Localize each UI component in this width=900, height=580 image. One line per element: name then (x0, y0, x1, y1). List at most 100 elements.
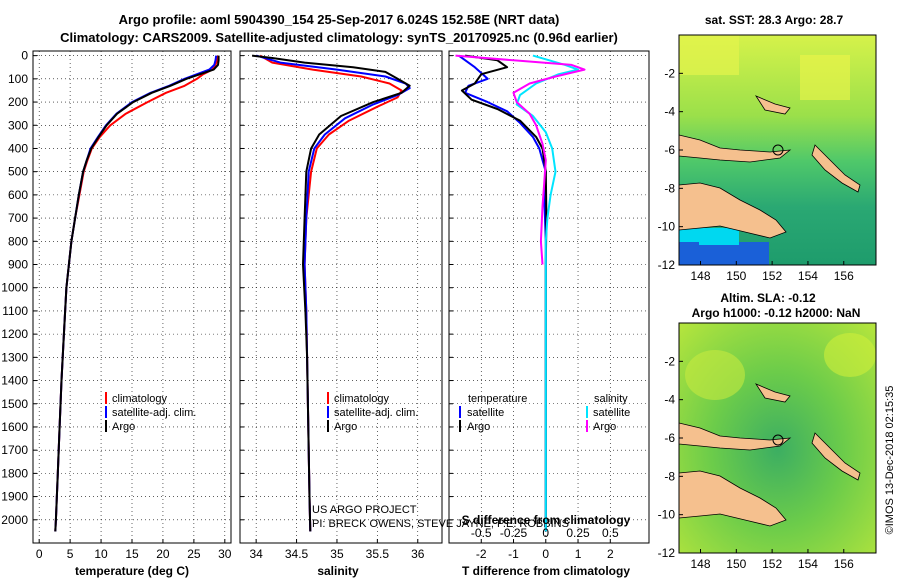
sal-legend-argo: Argo (334, 421, 357, 433)
x-tick-label: 34.5 (285, 547, 309, 561)
lat-tick-label: -8 (664, 181, 675, 195)
temperature-panel: 0100200300400500600700800900100011001200… (1, 49, 232, 578)
temperature-lines (54, 55, 220, 532)
s-diff-tick-label: -0.5 (471, 526, 492, 540)
sla-map-field (679, 323, 876, 553)
sst-argo-marker (772, 144, 784, 156)
x-tick-label: 5 (67, 547, 74, 561)
difference-s-tick-labels: -0.5 -0.25 0 0.25 0.5 (471, 526, 619, 540)
diff-legend-s-argo: Argo (593, 421, 616, 433)
depth-tick-label: 1100 (2, 304, 28, 318)
lon-tick-label: 156 (834, 269, 854, 283)
depth-tick-label: 700 (8, 211, 28, 225)
x-tick-label: 35 (330, 547, 344, 561)
lat-tick-label: -4 (664, 105, 675, 119)
x-tick-label: 30 (218, 547, 232, 561)
x-tick-label: -1 (508, 547, 519, 561)
series-climatology (259, 54, 403, 532)
x-tick-label: 15 (125, 547, 139, 561)
s-diff-tick-label: 0.5 (602, 526, 619, 540)
lon-tick-label: 154 (798, 269, 818, 283)
lon-tick-label: 152 (762, 557, 782, 571)
salinity-legend: climatology satellite-adj. clim. Argo (327, 392, 418, 433)
lat-tick-label: -6 (664, 143, 675, 157)
x-tick-label: 1 (575, 547, 582, 561)
depth-tick-label: 1400 (1, 374, 28, 388)
sst-lon-tick-labels: 148 150 152 154 156 (690, 261, 854, 283)
difference-xlabel: T difference from climatology (462, 564, 630, 578)
depth-tick-label: 1600 (1, 420, 28, 434)
sal-legend-climatology: climatology (334, 393, 390, 405)
s-diff-tick-label: -0.25 (500, 526, 528, 540)
imos-watermark: ©IMOS 13-Dec-2018 02:15:35 (884, 386, 896, 535)
depth-tick-label: 300 (8, 118, 28, 132)
diff-legend-s-satellite: satellite (593, 407, 630, 419)
series-argo (54, 55, 220, 532)
diff-legend-temperature: temperature (468, 393, 527, 405)
s-diff-tick-label: 0 (542, 526, 549, 540)
credit-line-1: US ARGO PROJECT (312, 504, 417, 516)
depth-tick-label: 1900 (1, 490, 28, 504)
legend-satellite: satellite-adj. clim. (112, 407, 196, 419)
difference-s-xlabel: S difference from climatology (462, 513, 631, 527)
x-tick-label: 10 (94, 547, 108, 561)
lon-tick-label: 154 (798, 557, 818, 571)
depth-tick-labels: 0 100 200 300 400 500 600 700 800 900 1000 1100 1200… (1, 49, 28, 527)
difference-grid (449, 51, 649, 543)
difference-frame (448, 50, 650, 544)
x-tick-label: 34 (249, 547, 263, 561)
series-temperature-satellite (458, 54, 547, 532)
salinity-xlabel: salinity (317, 564, 359, 578)
sst-map-title: sat. SST: 28.3 Argo: 28.7 (705, 13, 844, 27)
series-temperature-argo (460, 54, 548, 532)
lat-tick-label: -2 (664, 66, 675, 80)
x-tick-label: 25 (187, 547, 201, 561)
sst-lat-tick-labels: -2 -4 -6 -8 -10 -12 (658, 66, 683, 272)
series-climatology (54, 55, 219, 532)
depth-tick-label: 100 (8, 72, 28, 86)
difference-tick-labels: -2 -1 0 1 2 (476, 547, 614, 561)
temperature-xlabel: temperature (deg C) (75, 564, 189, 578)
temperature-grid (33, 51, 231, 543)
diff-legend-t-argo: Argo (467, 421, 490, 433)
legend-climatology: climatology (112, 393, 168, 405)
sla-map-title-2: Argo h1000: -0.12 h2000: NaN (692, 306, 861, 320)
series-salinity-satellite (515, 54, 579, 532)
sst-map-field (679, 35, 876, 265)
lon-tick-label: 148 (690, 557, 710, 571)
sal-legend-satellite: satellite-adj. clim. (334, 407, 418, 419)
title-line-2: Climatology: CARS2009. Satellite-adjuste… (60, 30, 618, 45)
legend-argo: Argo (112, 421, 135, 433)
diff-legend-t-satellite: satellite (467, 407, 504, 419)
depth-tick-label: 500 (8, 165, 28, 179)
sla-lat-tick-labels: -2 -4 -6 -8 -10 -12 (658, 354, 683, 560)
x-tick-label: 2 (607, 547, 614, 561)
temperature-legend: climatology satellite-adj. clim. Argo (105, 392, 196, 433)
x-tick-label: -2 (476, 547, 487, 561)
depth-tick-label: 900 (8, 258, 28, 272)
salinity-panel: 34 34.5 35 35.5 36 salinity climatology sate… (239, 50, 569, 578)
lon-tick-label: 150 (726, 269, 746, 283)
depth-tick-label: 2000 (1, 513, 28, 527)
credit-line-2: PI: BRECK OWENS, STEVE JAYNE, P.E. ROBBI… (312, 518, 569, 530)
lat-tick-label: -12 (658, 546, 676, 560)
lat-tick-label: -4 (664, 393, 675, 407)
difference-legend: temperature satellite Argo salinity sate… (459, 393, 630, 433)
lon-tick-label: 150 (726, 557, 746, 571)
sla-argo-marker (772, 434, 784, 446)
x-tick-label: 35.5 (366, 547, 390, 561)
salinity-frame (239, 50, 443, 544)
depth-tick-label: 1300 (1, 350, 28, 364)
depth-tick-label: 0 (21, 49, 28, 63)
lat-tick-label: -12 (658, 258, 676, 272)
x-tick-label: 36 (411, 547, 425, 561)
lat-tick-label: -6 (664, 431, 675, 445)
lat-tick-label: -10 (658, 508, 676, 522)
depth-tick-label: 1800 (1, 466, 28, 480)
lon-tick-label: 156 (834, 557, 854, 571)
sla-lon-tick-labels: 148 150 152 154 156 (690, 549, 854, 571)
lat-tick-label: -8 (664, 469, 675, 483)
diff-legend-salinity: salinity (594, 393, 628, 405)
depth-tick-label: 1000 (1, 281, 28, 295)
